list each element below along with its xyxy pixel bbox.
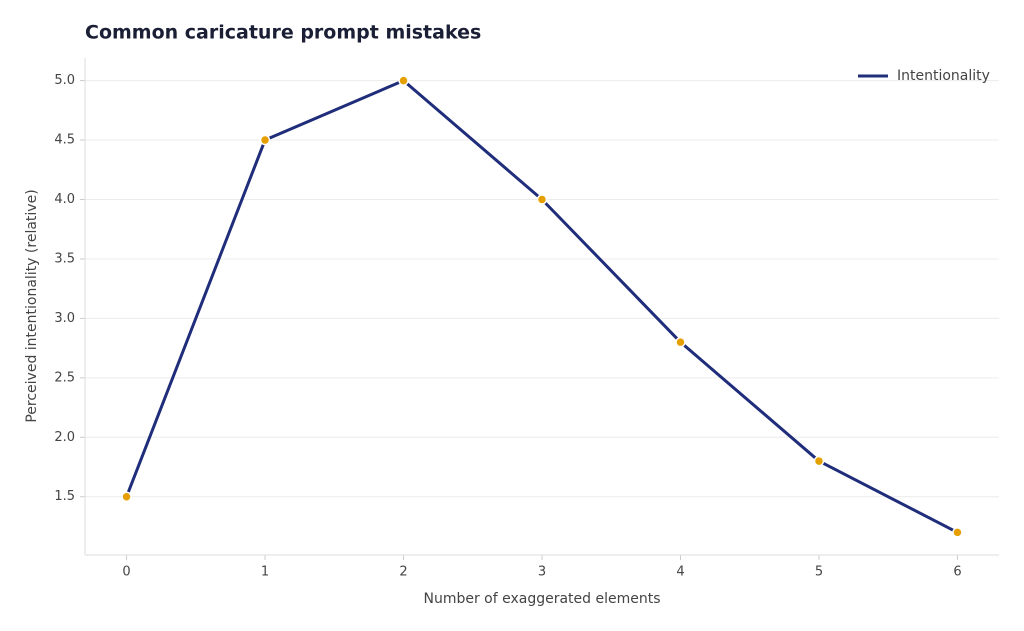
legend-label: Intentionality (897, 68, 990, 84)
x-tick-label: 2 (399, 565, 407, 580)
y-tick-label: 3.5 (54, 251, 75, 266)
x-tick-label: 4 (676, 565, 684, 580)
x-tick-label: 6 (953, 565, 961, 580)
y-tick-label: 4.5 (54, 133, 75, 148)
marker (813, 455, 825, 467)
x-tick-label: 3 (538, 565, 546, 580)
line (125, 79, 959, 534)
marker (259, 134, 271, 146)
y-axis-label: Perceived intentionality (relative) (24, 189, 40, 422)
marker (675, 336, 686, 348)
y-tick-label: 5.0 (54, 73, 75, 88)
marker (121, 491, 132, 502)
y-tick-label: 2.0 (54, 430, 75, 445)
x-tick-label: 0 (122, 565, 130, 580)
chart-title: Common caricature prompt mistakes (85, 22, 481, 44)
x-tick-label: 1 (261, 565, 269, 580)
x-axis-label: Number of exaggerated elements (423, 591, 660, 607)
x-tick-label: 5 (815, 565, 823, 580)
marker (952, 527, 963, 538)
marker (398, 75, 409, 86)
y-tick-label: 2.5 (54, 370, 75, 385)
y-tick-label: 1.5 (54, 489, 75, 504)
y-tick-label: 3.0 (54, 311, 75, 326)
marker (536, 194, 548, 205)
y-tick-label: 4.0 (54, 192, 75, 207)
